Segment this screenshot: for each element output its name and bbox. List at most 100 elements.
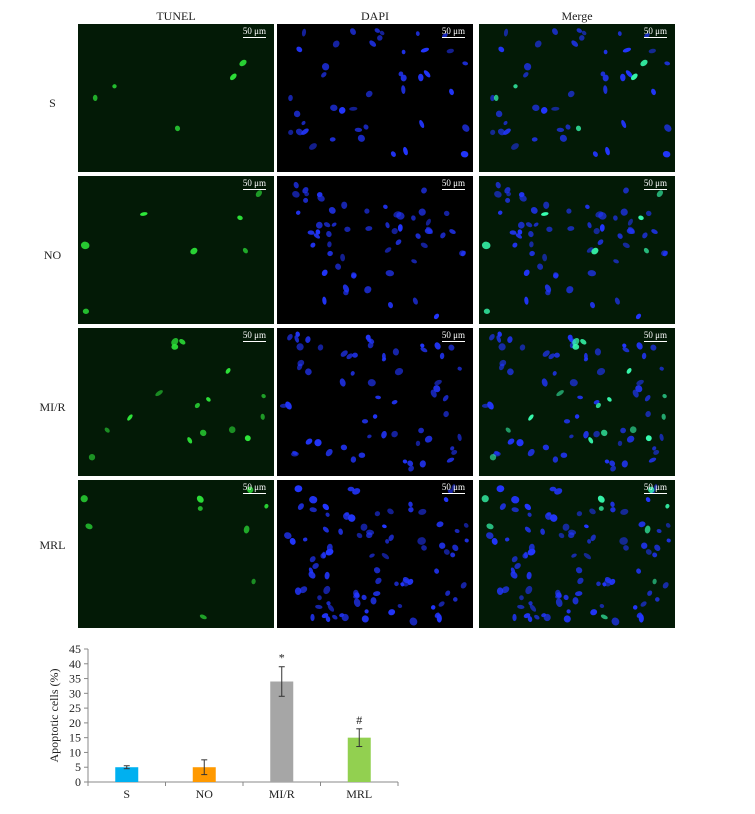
dapi-nucleus [507, 438, 515, 445]
dapi-nucleus [577, 395, 583, 400]
dapi-nucleus [552, 273, 559, 279]
dapi-nucleus [381, 352, 386, 360]
dapi-nucleus [503, 128, 511, 135]
dapi-nucleus [317, 595, 322, 601]
dapi-nucleus [583, 352, 588, 360]
dapi-nucleus [401, 85, 406, 94]
dapi-nucleus [653, 449, 660, 455]
dapi-nucleus [317, 344, 324, 351]
scale-bar-line [643, 37, 667, 38]
tunel-positive-nucleus [196, 495, 204, 503]
panel-tunel-no: 50 μm [78, 176, 274, 324]
dapi-nucleus [338, 528, 343, 535]
dapi-nucleus [499, 503, 506, 510]
dapi-nucleus [315, 604, 323, 609]
dapi-nucleus [627, 226, 636, 234]
tunel-positive-nucleus [225, 368, 231, 374]
dapi-nucleus [503, 28, 509, 37]
scale-bar-line [643, 341, 667, 342]
scale-bar-line [441, 341, 465, 342]
tunel-positive-nucleus [630, 73, 638, 81]
scale-bar-label: 50 μm [643, 26, 667, 36]
scale-bar-line [242, 189, 266, 190]
tunel-positive-nucleus [572, 337, 580, 346]
tunel-positive-nucleus [187, 437, 193, 444]
dapi-nucleus [617, 31, 622, 36]
dapi-nucleus [341, 201, 348, 209]
dapi-nucleus [369, 40, 377, 47]
dapi-nucleus [555, 598, 563, 608]
dapi-nucleus [295, 331, 300, 337]
dapi-nucleus [569, 379, 578, 387]
dapi-nucleus [321, 72, 327, 78]
dapi-nucleus [545, 289, 551, 296]
dapi-nucleus [599, 224, 605, 232]
dapi-nucleus [665, 523, 671, 528]
dapi-nucleus [383, 204, 388, 210]
dapi-nucleus [364, 208, 370, 214]
dapi-nucleus [560, 452, 568, 458]
tunel-positive-nucleus [228, 426, 236, 434]
dapi-nucleus [294, 335, 300, 343]
dapi-nucleus [534, 40, 542, 48]
dapi-nucleus [323, 585, 331, 595]
dapi-nucleus [326, 601, 331, 606]
column-header-merge: Merge [561, 9, 593, 23]
dapi-nucleus [344, 226, 351, 233]
dapi-nucleus [402, 577, 410, 584]
dapi-nucleus [528, 601, 533, 606]
panel-tunel-s: 50 μm [78, 24, 274, 172]
tissue-background [479, 328, 675, 476]
dapi-nucleus [498, 343, 506, 351]
dapi-nucleus [285, 401, 292, 410]
dapi-nucleus [497, 128, 506, 136]
dapi-nucleus [374, 28, 381, 33]
tunel-positive-nucleus [661, 413, 666, 420]
y-tick-label: 10 [69, 745, 81, 759]
dapi-nucleus [317, 194, 325, 202]
dapi-nucleus [367, 379, 376, 387]
dapi-nucleus [537, 263, 544, 270]
dapi-nucleus [408, 501, 413, 507]
dapi-nucleus [385, 222, 390, 229]
dapi-nucleus [620, 208, 628, 216]
dapi-nucleus [381, 430, 387, 439]
tunel-positive-nucleus [239, 59, 247, 67]
dapi-nucleus [305, 368, 312, 376]
dapi-nucleus [597, 239, 604, 246]
dapi-nucleus [620, 508, 629, 515]
dapi-nucleus [447, 488, 453, 494]
x-tick-label: NO [196, 787, 214, 801]
dapi-nucleus [530, 206, 538, 214]
dapi-nucleus [379, 30, 385, 36]
dapi-nucleus [293, 181, 299, 189]
panel-tunel-mir: 50 μm [78, 328, 274, 476]
dapi-nucleus [417, 537, 426, 545]
y-tick-label: 30 [69, 686, 81, 700]
dapi-nucleus [511, 143, 519, 150]
scale-bar-label: 50 μm [441, 178, 465, 188]
row-label-mrl: MRL [39, 538, 66, 552]
dapi-nucleus [647, 590, 653, 596]
dapi-nucleus [664, 61, 671, 66]
scale-bar-line [643, 493, 667, 494]
x-tick-label: S [123, 787, 130, 801]
dapi-nucleus [581, 30, 587, 36]
dapi-nucleus [450, 552, 456, 558]
dapi-nucleus [565, 124, 571, 130]
dapi-nucleus [656, 528, 662, 534]
dapi-nucleus [636, 568, 642, 574]
dapi-nucleus [418, 508, 427, 515]
tunel-positive-nucleus [206, 397, 211, 402]
dapi-nucleus [613, 259, 619, 264]
y-tick-label: 45 [69, 642, 81, 656]
dapi-nucleus [384, 247, 392, 253]
dapi-nucleus [302, 187, 309, 194]
dapi-nucleus [620, 73, 626, 82]
tunel-positive-nucleus [190, 247, 198, 255]
dapi-nucleus [332, 614, 338, 620]
tunel-positive-nucleus [588, 437, 594, 444]
dapi-nucleus [409, 617, 418, 626]
dapi-nucleus [385, 270, 394, 277]
y-tick-label: 0 [75, 775, 81, 789]
